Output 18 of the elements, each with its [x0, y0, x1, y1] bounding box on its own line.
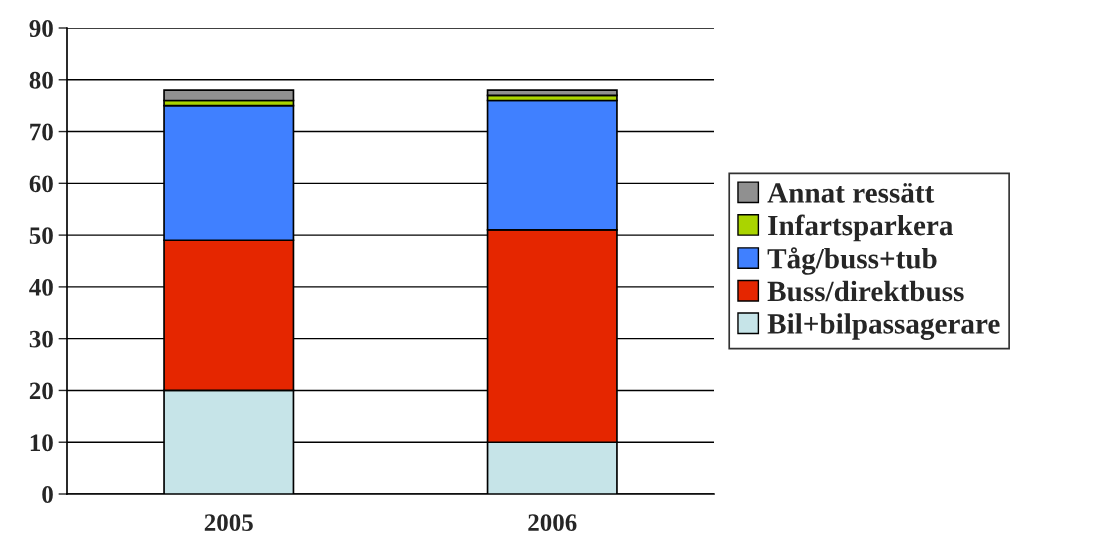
- x-tick-label: 2006: [528, 514, 577, 532]
- y-tick-label: 20: [29, 382, 53, 400]
- y-tick-label: 30: [29, 330, 53, 348]
- legend-label: Annat ressätt: [767, 183, 935, 203]
- y-tick-label: 80: [29, 71, 53, 89]
- y-tick-label: 10: [30, 434, 53, 452]
- y-tick-label: 50: [29, 227, 53, 245]
- y-tick-label: 60: [29, 175, 53, 193]
- legend-label: Bil+bilpassagerare: [767, 313, 1000, 340]
- x-tick-label: 2005: [204, 514, 253, 532]
- legend-label: Buss/direktbuss: [767, 280, 964, 302]
- legend-label: Tåg/buss+tub: [767, 247, 937, 275]
- y-tick-label: 40: [29, 278, 53, 296]
- y-tick-label: 0: [42, 486, 53, 503]
- bar: [486, 89, 618, 97]
- legend-label: Infartsparkera: [768, 214, 954, 242]
- y-tick-label: 90: [29, 20, 53, 37]
- y-tick-label: 70: [30, 123, 53, 141]
